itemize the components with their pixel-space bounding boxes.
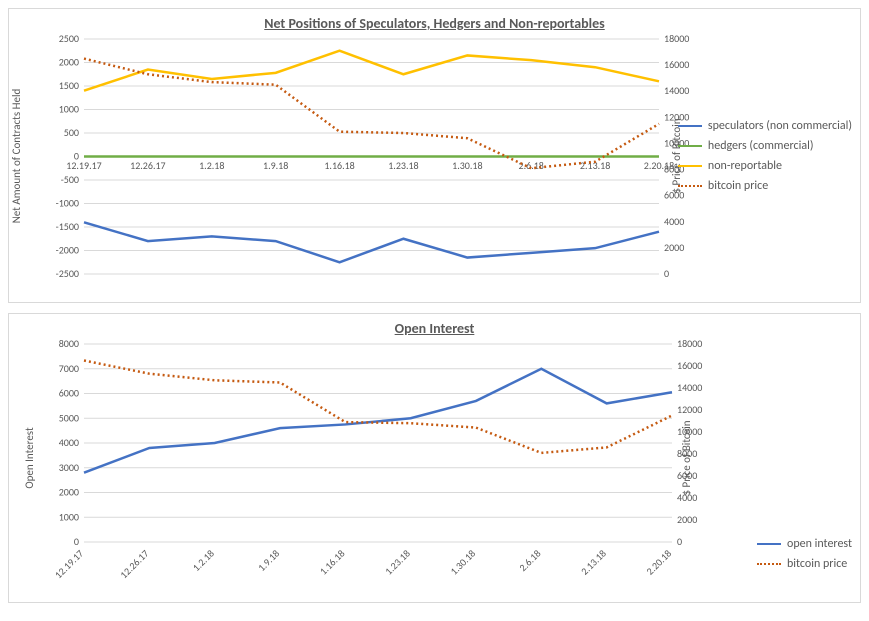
chart-title: Open Interest	[9, 314, 860, 337]
legend-item: bitcoin price	[678, 179, 852, 193]
legend-label: speculators (non commercial)	[708, 119, 852, 133]
svg-text:1.16.18: 1.16.18	[324, 159, 354, 172]
svg-text:2000: 2000	[59, 486, 79, 499]
svg-text:12.26.17: 12.26.17	[130, 159, 165, 172]
chart-svg: -2500 -2000 -1500 -1000 -500 0 500 1000 1500 2000…	[29, 34, 709, 299]
svg-text:0: 0	[74, 535, 79, 548]
svg-text:1.9.18: 1.9.18	[255, 547, 282, 574]
svg-text:14000: 14000	[677, 381, 702, 394]
svg-text:-1500: -1500	[56, 220, 79, 233]
svg-text:1.30.18: 1.30.18	[452, 159, 482, 172]
legend-label: hedgers (commercial)	[708, 139, 814, 153]
legend-item: open interest	[757, 537, 852, 551]
svg-text:2000: 2000	[677, 513, 697, 526]
svg-text:1.23.18: 1.23.18	[388, 159, 418, 172]
svg-text:14000: 14000	[664, 84, 689, 97]
svg-text:12.19.17: 12.19.17	[52, 547, 86, 581]
svg-text:1000: 1000	[59, 510, 79, 523]
legend-label: open interest	[787, 537, 852, 551]
svg-text:1.23.18: 1.23.18	[382, 547, 413, 578]
svg-text:12000: 12000	[677, 403, 702, 416]
legend-item: bitcoin price	[757, 557, 852, 571]
svg-text:2.6.18: 2.6.18	[516, 547, 543, 574]
legend-item: speculators (non commercial)	[678, 119, 852, 133]
svg-text:1.30.18: 1.30.18	[447, 547, 478, 578]
svg-text:2500: 2500	[59, 34, 79, 45]
svg-text:1500: 1500	[59, 79, 79, 92]
svg-text:-1000: -1000	[56, 197, 79, 210]
svg-text:16000: 16000	[677, 359, 702, 372]
svg-text:2.20.18: 2.20.18	[643, 547, 674, 578]
svg-text:1.9.18: 1.9.18	[263, 159, 288, 172]
open-interest-chart: Open Interest Open Interest $ Price of B…	[8, 313, 861, 603]
svg-text:18000: 18000	[664, 34, 689, 45]
legend-label: bitcoin price	[787, 557, 847, 571]
svg-text:2.13.18: 2.13.18	[578, 547, 609, 578]
chart-svg: 0 1000 2000 3000 4000 5000 6000 7000 8000 0 2000 40…	[29, 339, 722, 597]
svg-text:2.20.18: 2.20.18	[644, 159, 674, 172]
y1-axis-label: Net Amount of Contracts Held	[10, 88, 23, 223]
svg-text:8000: 8000	[677, 447, 697, 460]
svg-text:500: 500	[64, 126, 79, 139]
svg-text:8000: 8000	[59, 339, 79, 350]
chart-title: Net Positions of Speculators, Hedgers an…	[9, 9, 860, 32]
svg-text:5000: 5000	[59, 411, 79, 424]
svg-text:3000: 3000	[59, 461, 79, 474]
svg-text:16000: 16000	[664, 58, 689, 71]
svg-text:7000: 7000	[59, 362, 79, 375]
svg-text:4000: 4000	[59, 436, 79, 449]
svg-text:2000: 2000	[59, 56, 79, 69]
svg-text:12.19.17: 12.19.17	[66, 159, 101, 172]
svg-text:10000: 10000	[677, 425, 702, 438]
chart-legend: speculators (non commercial) hedgers (com…	[678, 113, 852, 199]
svg-text:1.16.18: 1.16.18	[317, 547, 348, 578]
legend-item: non-reportable	[678, 159, 852, 173]
svg-text:18000: 18000	[677, 339, 702, 350]
svg-text:4000: 4000	[677, 491, 697, 504]
svg-text:6000: 6000	[59, 387, 79, 400]
legend-label: non-reportable	[708, 159, 782, 173]
svg-text:-500: -500	[61, 173, 79, 186]
svg-text:2000: 2000	[664, 241, 684, 254]
svg-text:12.26.17: 12.26.17	[117, 547, 151, 581]
legend-label: bitcoin price	[708, 179, 768, 193]
svg-text:1000: 1000	[59, 103, 79, 116]
svg-text:0: 0	[664, 267, 669, 280]
svg-text:6000: 6000	[677, 469, 697, 482]
svg-text:2.6.18: 2.6.18	[519, 159, 544, 172]
svg-text:0: 0	[677, 535, 682, 548]
net-positions-chart: Net Positions of Speculators, Hedgers an…	[8, 8, 861, 303]
svg-text:1.2.18: 1.2.18	[199, 159, 224, 172]
svg-text:4000: 4000	[664, 215, 684, 228]
svg-text:1.2.18: 1.2.18	[190, 547, 217, 574]
chart-legend: open interest bitcoin price	[757, 531, 852, 577]
svg-text:-2500: -2500	[56, 267, 79, 280]
legend-item: hedgers (commercial)	[678, 139, 852, 153]
svg-text:-2000: -2000	[56, 244, 79, 257]
